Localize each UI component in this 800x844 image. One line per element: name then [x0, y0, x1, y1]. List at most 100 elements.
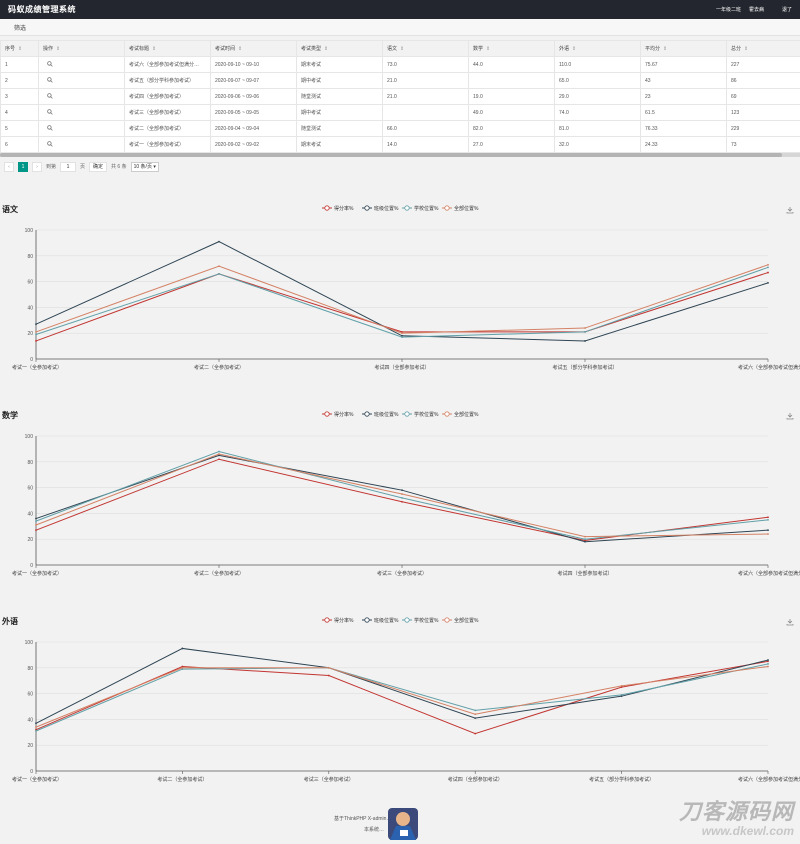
data-point[interactable] — [401, 489, 403, 492]
view-action[interactable] — [38, 72, 125, 89]
data-point[interactable] — [35, 517, 37, 520]
data-point[interactable] — [218, 450, 220, 453]
column-header[interactable]: 操作 ⇕ — [38, 40, 125, 57]
data-point[interactable] — [767, 659, 769, 661]
data-point[interactable] — [218, 240, 220, 243]
data-point[interactable] — [35, 333, 37, 336]
user-name[interactable]: 霍去病 — [748, 7, 764, 13]
view-action[interactable] — [38, 56, 125, 73]
sort-icon[interactable]: ⇕ — [324, 46, 329, 52]
column-header[interactable]: 考试时间 ⇕ — [210, 40, 297, 57]
data-point[interactable] — [401, 500, 403, 503]
column-header[interactable]: 平均分 ⇕ — [640, 40, 727, 57]
data-point[interactable] — [620, 686, 623, 689]
data-point[interactable] — [767, 533, 769, 535]
search-icon[interactable] — [47, 60, 53, 67]
download-icon[interactable] — [786, 413, 794, 420]
data-point[interactable] — [584, 331, 586, 333]
legend-item[interactable]: 得分率% — [322, 205, 354, 212]
data-point[interactable] — [767, 516, 769, 519]
data-point[interactable] — [181, 666, 184, 669]
logout-link[interactable]: 退了 — [781, 7, 792, 13]
data-point[interactable] — [474, 732, 477, 735]
view-action[interactable] — [38, 88, 125, 105]
data-point[interactable] — [35, 730, 37, 732]
data-point[interactable] — [218, 454, 220, 457]
data-point[interactable] — [584, 340, 586, 342]
download-icon[interactable] — [786, 619, 794, 626]
column-header[interactable]: 外语 ⇕ — [554, 40, 641, 57]
data-point[interactable] — [401, 497, 403, 499]
search-icon[interactable] — [47, 108, 53, 115]
data-point[interactable] — [474, 717, 477, 720]
per-page-select[interactable]: 10 条/页 ▾ — [130, 161, 159, 172]
data-point[interactable] — [401, 336, 403, 338]
data-point[interactable] — [35, 520, 37, 523]
sort-icon[interactable]: ⇕ — [238, 46, 243, 52]
data-point[interactable] — [767, 263, 769, 266]
sort-icon[interactable]: ⇕ — [663, 46, 668, 52]
data-point[interactable] — [218, 265, 220, 268]
sort-icon[interactable]: ⇕ — [400, 46, 405, 52]
data-point[interactable] — [35, 726, 37, 729]
search-icon[interactable] — [47, 76, 53, 83]
data-point[interactable] — [767, 281, 769, 284]
data-point[interactable] — [327, 666, 330, 669]
scrollbar-thumb[interactable] — [0, 153, 782, 157]
column-header[interactable]: 语文 ⇕ — [382, 40, 469, 57]
view-action[interactable] — [38, 120, 125, 137]
column-header[interactable]: 考试类型 ⇕ — [296, 40, 383, 57]
class-name[interactable]: 一年级二班 — [715, 7, 741, 13]
data-point[interactable] — [584, 535, 586, 538]
data-point[interactable] — [35, 722, 37, 725]
confirm-button[interactable]: 确定 — [89, 161, 108, 172]
data-point[interactable] — [181, 668, 184, 670]
legend-item[interactable]: 学校位置% — [402, 205, 439, 212]
data-point[interactable] — [181, 665, 184, 668]
sort-icon[interactable]: ⇕ — [572, 46, 577, 52]
data-point[interactable] — [767, 663, 769, 665]
legend-item[interactable]: 班级位置% — [362, 205, 399, 212]
data-point[interactable] — [35, 529, 37, 532]
legend-item[interactable]: 班级位置% — [362, 617, 399, 624]
data-point[interactable] — [401, 332, 403, 335]
horizontal-scrollbar[interactable] — [0, 153, 800, 157]
column-header[interactable]: 数学 ⇕ — [468, 40, 555, 57]
prev-page-button[interactable]: ‹ — [4, 161, 14, 172]
data-point[interactable] — [584, 327, 586, 329]
legend-item[interactable]: 全部位置% — [442, 411, 479, 418]
column-header[interactable]: 考试标题 ⇕ — [124, 40, 211, 57]
sort-icon[interactable]: ⇕ — [744, 46, 749, 52]
data-point[interactable] — [35, 340, 37, 342]
data-point[interactable] — [327, 674, 330, 677]
data-point[interactable] — [620, 695, 623, 698]
legend-item[interactable]: 学校位置% — [402, 617, 439, 624]
data-point[interactable] — [767, 660, 769, 663]
data-point[interactable] — [767, 529, 769, 532]
column-header[interactable]: 总分 ⇕ — [726, 40, 800, 57]
data-point[interactable] — [620, 684, 623, 687]
page-input[interactable]: 1 — [60, 161, 77, 172]
legend-item[interactable]: 班级位置% — [362, 411, 399, 418]
sort-icon[interactable]: ⇕ — [56, 46, 61, 52]
data-point[interactable] — [218, 453, 220, 455]
search-icon[interactable] — [47, 124, 53, 131]
legend-item[interactable]: 全部位置% — [442, 205, 479, 212]
search-icon[interactable] — [47, 140, 53, 147]
sort-icon[interactable]: ⇕ — [18, 46, 23, 52]
sort-icon[interactable]: ⇕ — [152, 46, 157, 52]
view-action[interactable] — [38, 136, 125, 153]
data-point[interactable] — [767, 665, 769, 668]
data-point[interactable] — [35, 323, 37, 326]
next-page-button[interactable]: › — [32, 161, 42, 172]
legend-item[interactable]: 学校位置% — [402, 411, 439, 418]
data-point[interactable] — [767, 518, 769, 521]
data-point[interactable] — [35, 524, 37, 526]
column-header[interactable]: 序号 ⇕ — [0, 40, 39, 57]
data-point[interactable] — [620, 693, 623, 696]
data-point[interactable] — [474, 709, 477, 712]
data-point[interactable] — [767, 271, 769, 274]
data-point[interactable] — [584, 539, 586, 542]
data-point[interactable] — [767, 266, 769, 269]
download-icon[interactable] — [786, 207, 794, 214]
